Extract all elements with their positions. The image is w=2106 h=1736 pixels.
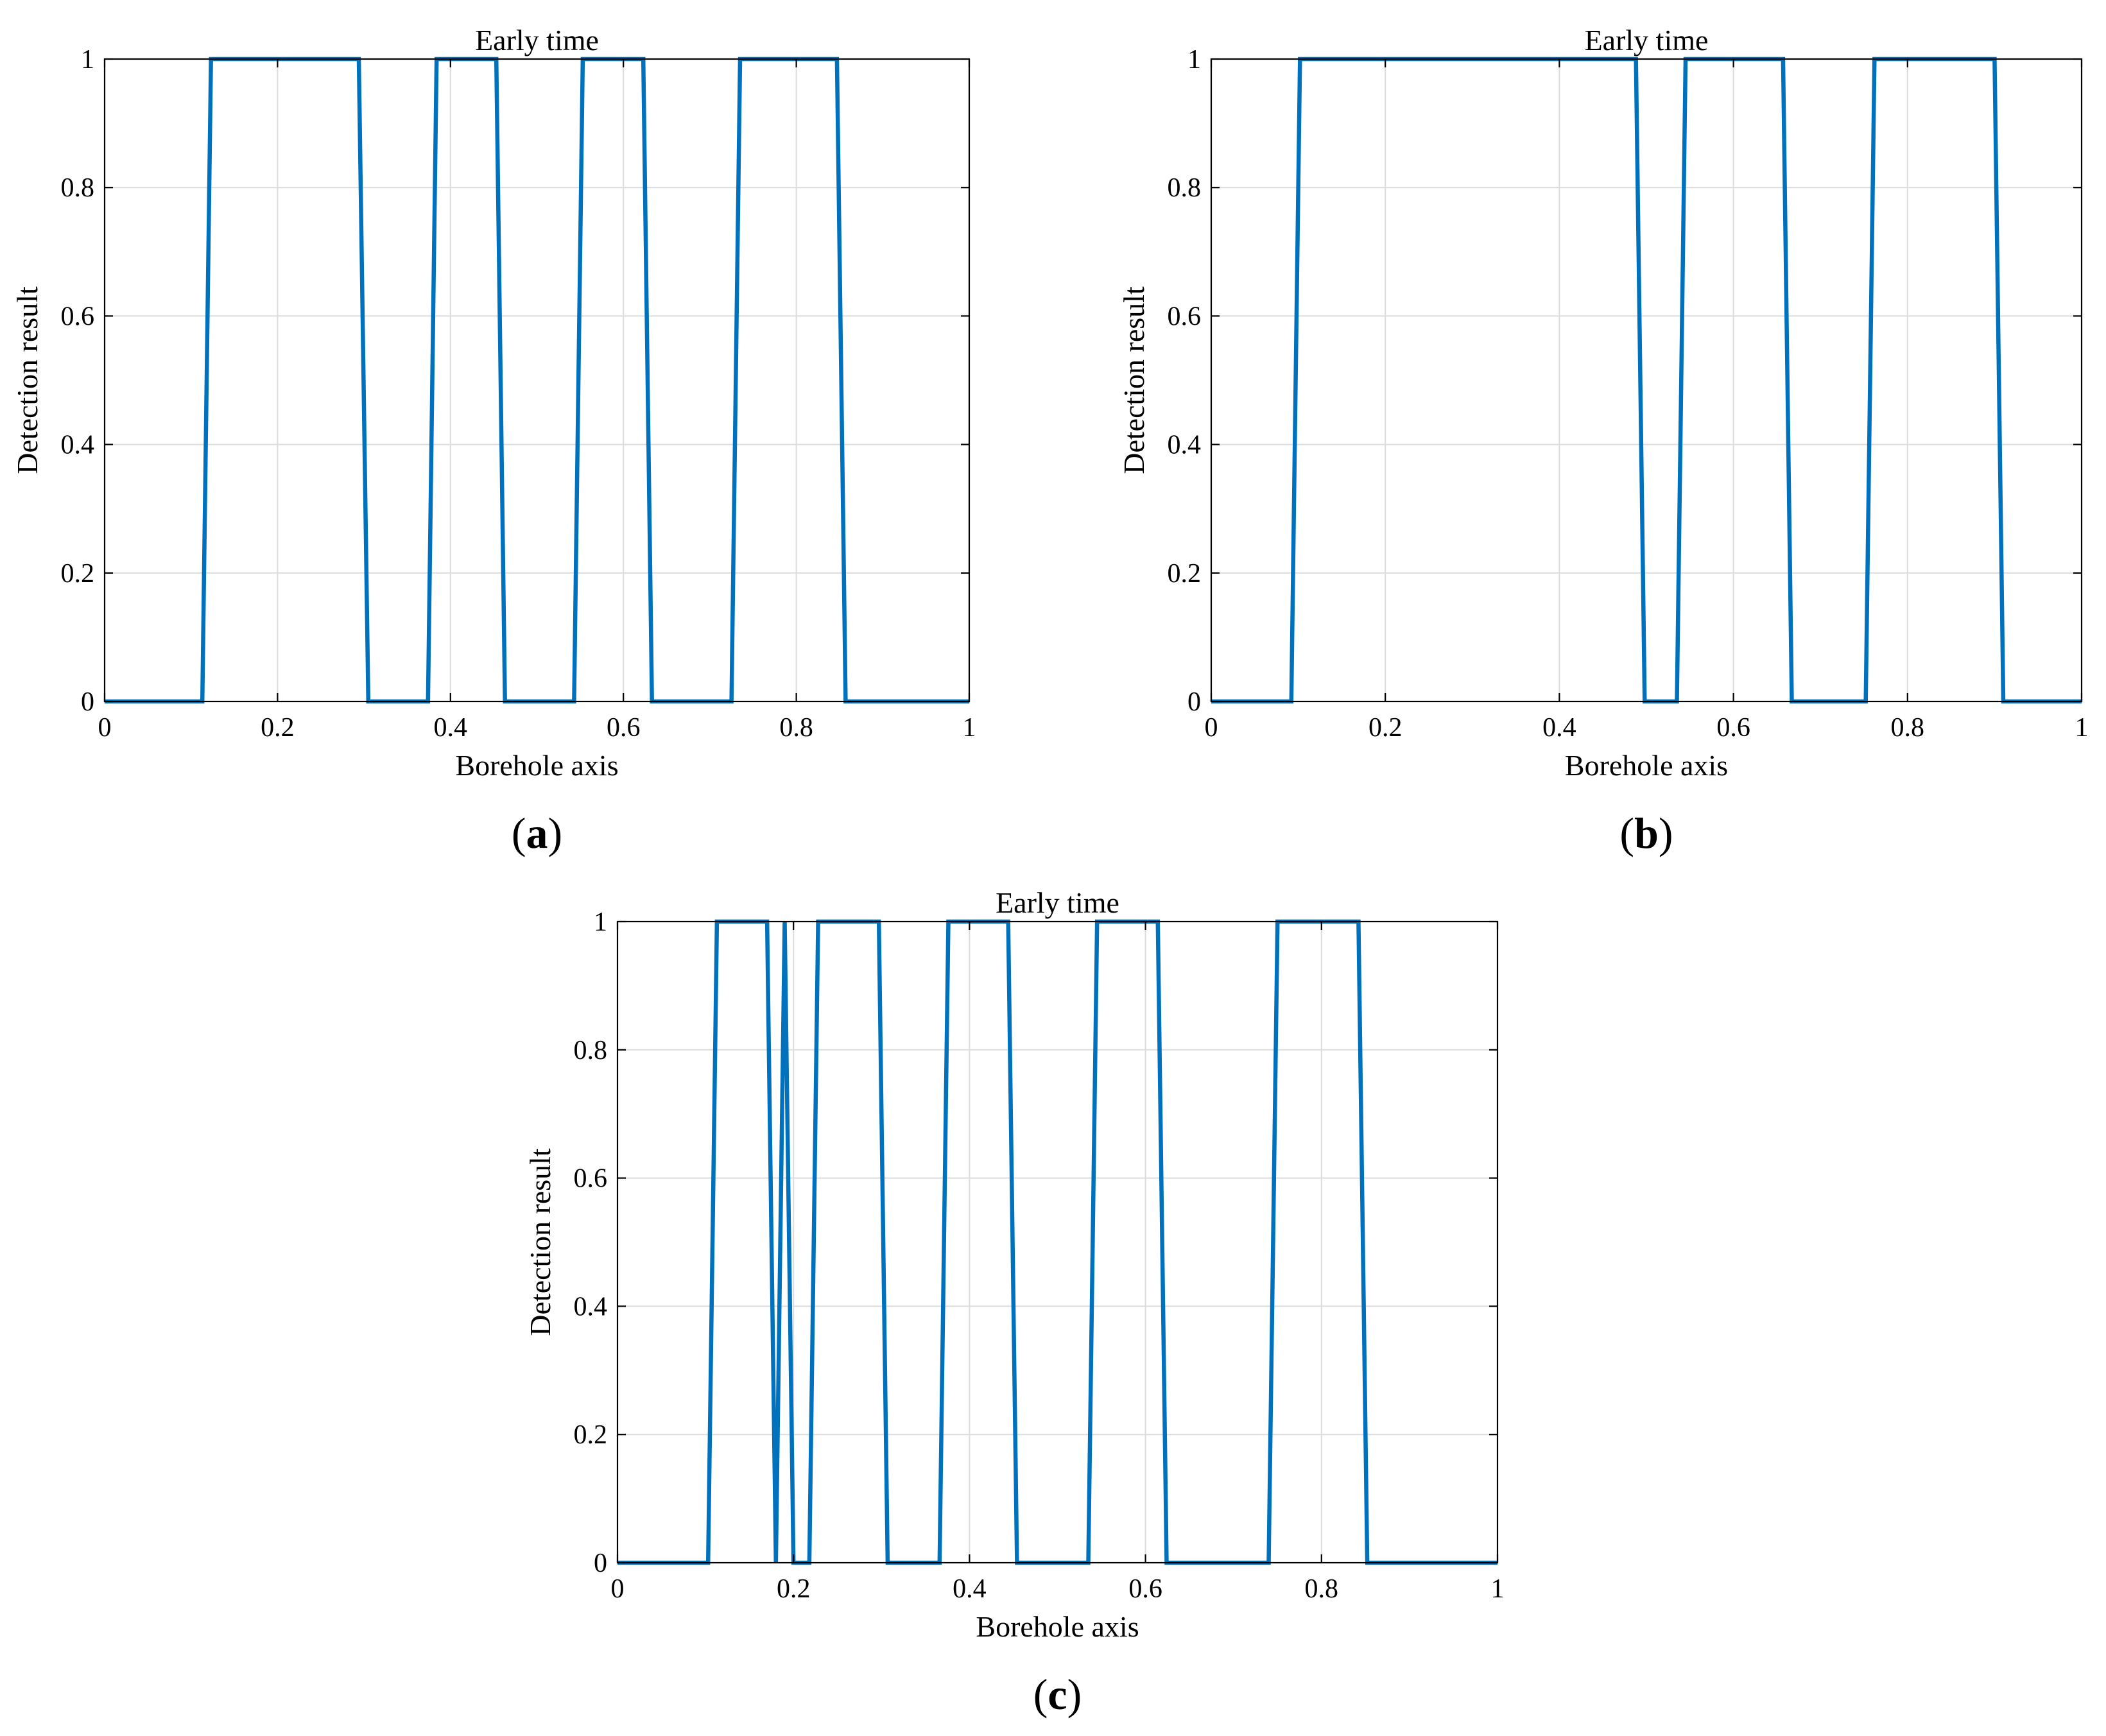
y-axis-label: Detection result [524, 1148, 557, 1336]
y-tick-label: 0.4 [574, 1292, 608, 1321]
x-tick-label: 1 [2075, 713, 2089, 743]
chart-title: Early time [1585, 24, 1709, 56]
y-tick-label: 1 [594, 907, 607, 937]
y-tick-label: 0.2 [574, 1420, 608, 1450]
x-axis-label: Borehole axis [1565, 749, 1728, 782]
x-tick-label: 0.6 [1716, 713, 1750, 743]
x-tick-label: 0.4 [1542, 713, 1576, 743]
y-tick-label: 0.2 [61, 559, 95, 589]
chart-panel-a: 0 0.2 0.4 0.6 0.8 100.20.40.60.81 Early time … [11, 24, 976, 857]
x-tick-label: 0.8 [779, 713, 813, 743]
y-tick-label: 0.6 [574, 1164, 608, 1194]
x-tick-label: 1 [963, 713, 976, 743]
x-tick-label: 0 [98, 713, 112, 743]
x-axis-label: Borehole axis [976, 1610, 1139, 1643]
y-tick-label: 0.8 [574, 1036, 608, 1065]
chart-panel-b: 0 0.2 0.4 0.6 0.8 100.20.40.60.81 Early time … [1118, 24, 2089, 857]
y-tick-label: 0.6 [61, 302, 95, 331]
chart-panel-c: 0 0.2 0.4 0.6 0.8 100.20.40.60.81 Early time … [524, 886, 1505, 1719]
panel-label: (c) [1033, 1670, 1082, 1719]
y-tick-label: 1 [1187, 45, 1201, 74]
chart-title: Early time [996, 886, 1119, 919]
x-tick-label: 0.2 [1368, 713, 1403, 743]
y-tick-label: 0.4 [1168, 431, 1202, 460]
x-tick-label: 0.2 [777, 1574, 811, 1604]
y-tick-label: 1 [81, 45, 94, 74]
x-tick-label: 0.4 [953, 1574, 987, 1604]
axes-frame [1210, 58, 2083, 703]
series-line-0 [617, 919, 1498, 1565]
x-tick-label: 0.6 [607, 713, 641, 743]
y-tick-label: 0.8 [61, 173, 95, 203]
y-tick-label: 0 [1187, 687, 1201, 717]
panel-label: (a) [512, 809, 562, 857]
series-line-0 [105, 56, 969, 704]
panel-label: (b) [1619, 809, 1673, 857]
y-axis-label: Detection result [11, 286, 44, 474]
y-tick-label: 0.4 [61, 431, 95, 460]
y-tick-label: 0.2 [1168, 559, 1202, 589]
series-line-0 [1211, 56, 2082, 704]
y-tick-label: 0 [594, 1549, 607, 1578]
x-tick-label: 0.6 [1128, 1574, 1162, 1604]
x-axis-label: Borehole axis [455, 749, 618, 782]
y-tick-label: 0.6 [1168, 302, 1202, 331]
x-tick-label: 0.8 [1891, 713, 1925, 743]
chart-title: Early time [475, 24, 599, 56]
x-tick-label: 0 [611, 1574, 625, 1604]
x-tick-label: 1 [1491, 1574, 1505, 1604]
y-axis-label: Detection result [1118, 286, 1150, 474]
axes-frame [103, 58, 971, 703]
x-tick-label: 0.2 [261, 713, 295, 743]
x-tick-label: 0.4 [434, 713, 468, 743]
y-tick-label: 0.8 [1168, 173, 1202, 203]
x-tick-label: 0 [1205, 713, 1218, 743]
x-tick-label: 0.8 [1305, 1574, 1339, 1604]
grid [1211, 58, 2082, 702]
axes-frame [616, 920, 1499, 1564]
y-tick-label: 0 [81, 687, 94, 717]
